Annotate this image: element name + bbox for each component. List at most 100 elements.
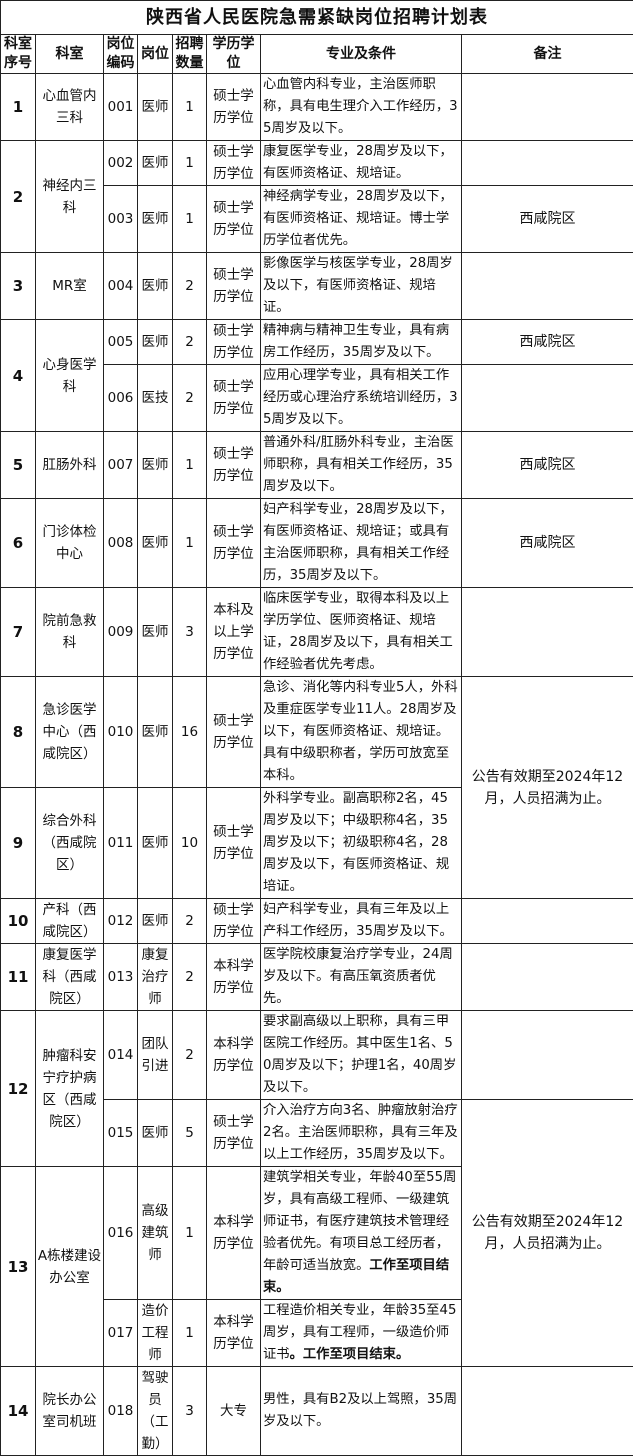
position-code: 004 [104, 253, 138, 320]
position-education: 硕士学历学位 [207, 499, 261, 588]
position-code: 009 [104, 588, 138, 677]
dept-seq: 7 [1, 588, 36, 677]
position-note: 西咸院区 [462, 186, 633, 253]
dept-name: 院长办公室司机班 [36, 1367, 104, 1456]
position-conditions: 工程造价相关专业，年龄35至45周岁，具有工程师，一级造价师证书。工作至项目结束… [261, 1300, 462, 1367]
dept-name: 心血管内三科 [36, 74, 104, 141]
dept-name: MR室 [36, 253, 104, 320]
dept-seq: 13 [1, 1167, 36, 1367]
dept-name: 急诊医学中心（西咸院区） [36, 677, 104, 788]
dept-seq: 10 [1, 899, 36, 944]
position-conditions: 建筑学相关专业，年龄40至55周岁，具有高级工程师、一级建筑师证书，有医疗建筑技… [261, 1167, 462, 1300]
dept-seq: 9 [1, 788, 36, 899]
dept-seq: 5 [1, 432, 36, 499]
position-conditions: 影像医学与核医学专业，28周岁及以下，有医师资格证、规培证。 [261, 253, 462, 320]
position-count: 2 [173, 1011, 207, 1100]
position-code: 018 [104, 1367, 138, 1456]
header-education: 学历学位 [207, 35, 261, 74]
position-education: 本科学历学位 [207, 1011, 261, 1100]
dept-seq: 11 [1, 944, 36, 1011]
conditions-text: 临床医学专业，取得本科及以上学历学位、医师资格证、规培证，28周岁及以下，具有相… [263, 591, 453, 672]
position-note: 西咸院区 [462, 432, 633, 499]
position-title: 医技 [138, 365, 173, 432]
position-count: 1 [173, 186, 207, 253]
position-code: 014 [104, 1011, 138, 1100]
position-code: 007 [104, 432, 138, 499]
position-code: 006 [104, 365, 138, 432]
position-code: 002 [104, 141, 138, 186]
position-note: 西咸院区 [462, 320, 633, 365]
conditions-text: 介入治疗方向3名、肿瘤放射治疗2名。主治医师职称，具有三年及以上工作经历，35周… [263, 1103, 458, 1162]
conditions-text: 要求副高级以上职称，具有三甲医院工作经历。其中医生1名、50周岁及以下；护理1名… [263, 1014, 456, 1095]
conditions-text: 影像医学与核医学专业，28周岁及以下，有医师资格证、规培证。 [263, 256, 453, 315]
header-notes: 备注 [462, 35, 633, 74]
position-note [462, 1011, 633, 1100]
position-title: 医师 [138, 320, 173, 365]
position-conditions: 精神病与精神卫生专业，具有病房工作经历，35周岁及以下。 [261, 320, 462, 365]
position-conditions: 应用心理学专业，具有相关工作经历或心理治疗系统培训经历，35周岁及以下。 [261, 365, 462, 432]
position-title: 医师 [138, 588, 173, 677]
position-title: 医师 [138, 1100, 173, 1167]
position-count: 3 [173, 588, 207, 677]
position-title: 高级建筑师 [138, 1167, 173, 1300]
position-count: 2 [173, 944, 207, 1011]
position-education: 硕士学历学位 [207, 141, 261, 186]
dept-seq: 1 [1, 74, 36, 141]
conditions-text: 医学院校康复治疗学专业，24周岁及以下。有高压氧资质者优先。 [263, 947, 453, 1006]
position-note [462, 944, 633, 1011]
position-code: 008 [104, 499, 138, 588]
conditions-text: 外科学专业。副高职称2名，45周岁及以下；中级职称4名，35周岁及以下；初级职称… [263, 791, 449, 894]
dept-name: 门诊体检中心 [36, 499, 104, 588]
position-conditions: 妇产科学专业，具有三年及以上产科工作经历，35周岁及以下。 [261, 899, 462, 944]
position-conditions: 介入治疗方向3名、肿瘤放射治疗2名。主治医师职称，具有三年及以上工作经历，35周… [261, 1100, 462, 1167]
conditions-text: 妇产科学专业，28周岁及以下，有医师资格证、规培证；或具有主治医师职称，具有相关… [263, 502, 453, 583]
header-conditions: 专业及条件 [261, 35, 462, 74]
conditions-text: 康复医学专业，28周岁及以下，有医师资格证、规培证。 [263, 144, 453, 181]
dept-name: 综合外科（西咸院区） [36, 788, 104, 899]
position-note [462, 365, 633, 432]
dept-name: 院前急救科 [36, 588, 104, 677]
position-conditions: 心血管内科专业，主治医师职称，具有电生理介入工作经历，35周岁及以下。 [261, 74, 462, 141]
dept-name: 产科（西咸院区） [36, 899, 104, 944]
position-education: 硕士学历学位 [207, 899, 261, 944]
dept-name: 肿瘤科安宁疗护病区（西咸院区） [36, 1011, 104, 1167]
position-conditions: 要求副高级以上职称，具有三甲医院工作经历。其中医生1名、50周岁及以下；护理1名… [261, 1011, 462, 1100]
conditions-text: 急诊、消化等内科专业5人，外科及重症医学专业11人。28周岁及以下，有医师资格证… [263, 680, 458, 783]
position-title: 医师 [138, 74, 173, 141]
position-education: 大专 [207, 1367, 261, 1456]
position-count: 2 [173, 899, 207, 944]
position-count: 2 [173, 365, 207, 432]
conditions-text: 妇产科学专业，具有三年及以上产科工作经历，35周岁及以下。 [263, 902, 453, 939]
position-code: 001 [104, 74, 138, 141]
position-education: 硕士学历学位 [207, 253, 261, 320]
position-note [462, 899, 633, 944]
position-conditions: 男性，具有B2及以上驾照，35周岁及以下。 [261, 1367, 462, 1456]
conditions-text: 心血管内科专业，主治医师职称，具有电生理介入工作经历，35周岁及以下。 [263, 77, 458, 136]
position-code: 011 [104, 788, 138, 899]
position-education: 本科学历学位 [207, 1300, 261, 1367]
dept-name: 心身医学科 [36, 320, 104, 432]
position-title: 驾驶员（工勤） [138, 1367, 173, 1456]
position-education: 硕士学历学位 [207, 186, 261, 253]
position-count: 3 [173, 1367, 207, 1456]
conditions-text: 精神病与精神卫生专业，具有病房工作经历，35周岁及以下。 [263, 323, 449, 360]
position-title: 康复治疗师 [138, 944, 173, 1011]
position-count: 1 [173, 499, 207, 588]
dept-seq: 2 [1, 141, 36, 253]
dept-name: 康复医学科（西咸院区） [36, 944, 104, 1011]
position-note [462, 1367, 633, 1456]
position-count: 2 [173, 320, 207, 365]
header-dept: 科室 [36, 35, 104, 74]
position-education: 硕士学历学位 [207, 365, 261, 432]
position-education: 本科学历学位 [207, 944, 261, 1011]
conditions-text: 普通外科/肛肠外科专业，主治医师职称，具有相关工作经历，35周岁及以下。 [263, 435, 454, 494]
position-education: 本科及以上学历学位 [207, 588, 261, 677]
